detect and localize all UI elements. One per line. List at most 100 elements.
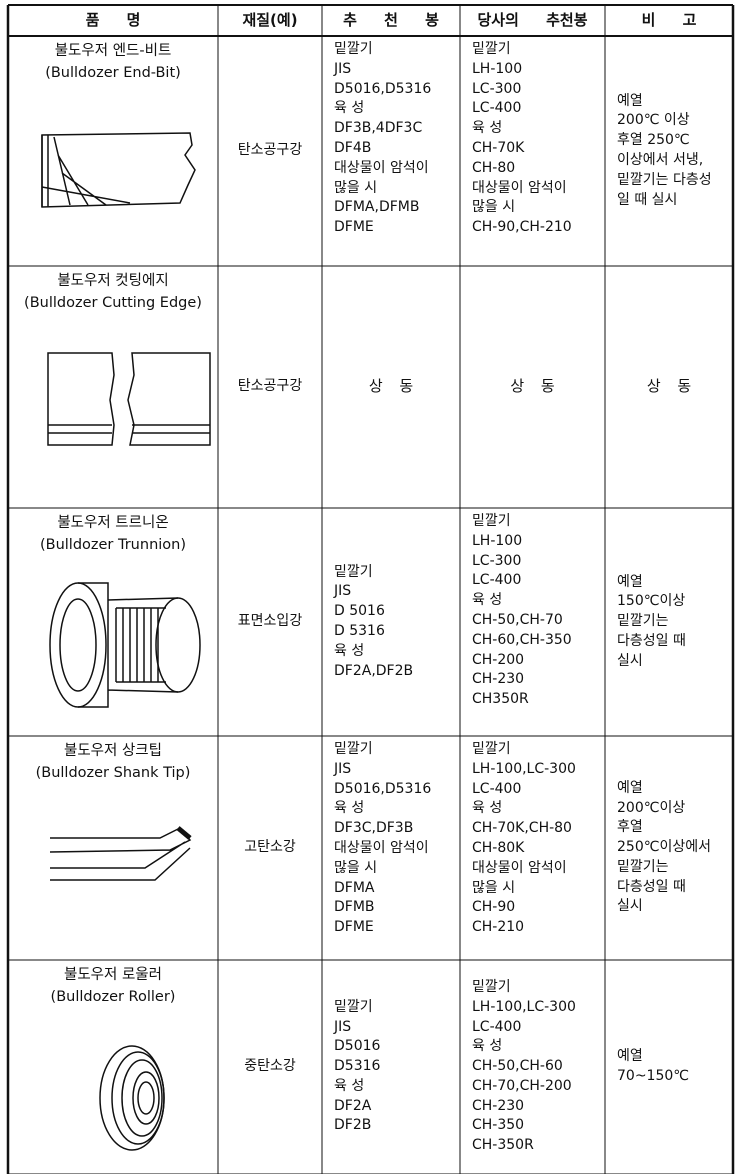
company-line: 육 성 — [472, 592, 503, 609]
remarks-line: 예열 — [617, 779, 643, 796]
cutting-edge-drawing — [47, 352, 211, 446]
remarks-line: 상 동 — [646, 377, 692, 396]
company-cell: 상 동 — [460, 266, 605, 508]
header-cell: 비 고 — [605, 5, 733, 36]
remarks-line: 다층성일 때 — [617, 878, 686, 895]
recommended-line: 육 성 — [334, 1077, 365, 1094]
company-line: CH-70K — [472, 139, 525, 156]
company-line: CH-350R — [472, 1137, 534, 1154]
remarks-line: 이상에서 서냉, — [617, 152, 704, 168]
item-name-en: (Bulldozer Shank Tip) — [35, 765, 191, 781]
company-line: LC-300 — [472, 552, 522, 569]
remarks-line: 250℃이상에서 — [617, 839, 711, 856]
recommended-cell: 밑깔기 JIS D5016 D5316 육 성 DF2A DF2B — [322, 960, 460, 1174]
company-line: 육 성 — [472, 120, 503, 137]
company-line: 육 성 — [472, 800, 503, 817]
header-text: 당사의 추천봉 — [477, 10, 588, 29]
remarks-line: 실시 — [617, 652, 643, 669]
recommended-line: DFME — [334, 219, 374, 236]
company-line: 많을 시 — [472, 879, 516, 896]
recommended-line: 육 성 — [334, 100, 365, 117]
remarks-line: 밑깔기는 — [617, 613, 669, 630]
company-line: CH-70,CH-200 — [472, 1077, 572, 1094]
material-cell: 표면소입강 — [218, 508, 322, 736]
company-line: 밑깔기 — [472, 978, 511, 995]
end-bit-drawing — [41, 132, 196, 208]
recommended-line: 상 동 — [368, 377, 414, 396]
header-cell: 재질(예) — [218, 5, 322, 36]
company-line: LC-400 — [472, 1018, 522, 1035]
company-line: LH-100 — [472, 60, 523, 77]
header-text: 비 고 — [641, 10, 697, 29]
material-cell: 탄소공구강 — [218, 36, 322, 266]
item-name-en: (Bulldozer Cutting Edge) — [24, 295, 202, 311]
recommended-line: DFMA,DFMB — [334, 199, 420, 216]
company-line: 대상물이 암석이 — [472, 179, 567, 196]
company-line: 대상물이 암석이 — [472, 859, 567, 876]
recommended-line: 밑깔기 — [334, 998, 373, 1015]
remarks-line: 150℃이상 — [617, 593, 686, 610]
remarks-line: 다층성일 때 — [617, 632, 686, 649]
company-cell: 밑깔기 LH-100 LC-300 LC-400 육 성 CH-70K CH-80 대상물이 … — [460, 36, 605, 266]
company-line: CH-60,CH-350 — [472, 631, 572, 648]
remarks-line: 일 때 실시 — [617, 191, 678, 208]
material: 중탄소강 — [244, 1058, 296, 1075]
remarks-line: 후열 250℃ — [617, 132, 690, 149]
shank-tip-drawing — [49, 826, 192, 881]
remarks-line: 예열 — [617, 573, 643, 590]
company-line: 밑깔기 — [472, 513, 511, 529]
material-cell: 탄소공구강 — [218, 266, 322, 508]
company-line: LH-100,LC-300 — [472, 998, 576, 1015]
company-line: CH-230 — [472, 671, 525, 688]
recommended-line: JIS — [334, 1018, 352, 1035]
recommended-line: DF2A — [334, 1097, 372, 1114]
company-line: 상 동 — [510, 377, 555, 396]
recommended-line: D5016,D5316 — [334, 780, 432, 797]
recommended-line: DF4B — [334, 139, 372, 156]
material: 고탄소강 — [244, 839, 296, 856]
company-line: CH-230 — [472, 1097, 525, 1114]
remarks-line: 실시 — [617, 898, 643, 915]
company-line: CH-80 — [472, 159, 516, 176]
header-cell: 품 명 — [8, 5, 218, 36]
item-name: 불도우저 엔드-비트 — [54, 43, 172, 59]
recommended-line: DF2B — [334, 1117, 372, 1134]
recommended-line: DFMA — [334, 879, 375, 896]
company-cell: 밑깔기 LH-100,LC-300 LC-400 육 성 CH-50,CH-60 CH-7… — [460, 960, 605, 1174]
remarks-line: 예열 — [617, 1048, 643, 1065]
company-line: CH-70K,CH-80 — [472, 820, 572, 837]
recommended-line: 밑깔기 — [334, 563, 373, 580]
material: 탄소공구강 — [237, 378, 303, 395]
recommended-cell: 상 동 — [322, 266, 460, 508]
company-line: LC-400 — [472, 572, 522, 589]
material-cell: 중탄소강 — [218, 960, 322, 1174]
recommended-line: 밑깔기 — [334, 41, 373, 57]
recommended-line: 육 성 — [334, 642, 365, 659]
remarks-line: 200℃이상 — [617, 799, 686, 816]
recommended-cell: 밑깔기 JIS D5016,D5316 육 성 DF3B,4DF3C DF4B 대상물이 암… — [322, 36, 460, 266]
header-text: 품 명 — [85, 10, 141, 29]
company-line: LC-400 — [472, 100, 522, 117]
item-name: 불도우저 컷팅에지 — [57, 273, 169, 289]
company-line: CH-90 — [472, 899, 516, 916]
item-cell: 불도우저 상크팁 (Bulldozer Shank Tip) — [8, 736, 218, 960]
recommended-line: D5016,D5316 — [334, 80, 432, 97]
remarks-line: 예열 — [617, 92, 643, 109]
trunnion-drawing — [49, 582, 201, 708]
header-text: 추 천 봉 — [343, 10, 439, 29]
company-line: CH-50,CH-70 — [472, 611, 563, 628]
recommended-line: DF2A,DF2B — [334, 662, 414, 679]
company-cell: 밑깔기 LH-100 LC-300 LC-400 육 성 CH-50,CH-70 CH-60… — [460, 508, 605, 736]
company-line: LH-100,LC-300 — [472, 760, 576, 777]
item-name: 불도우저 상크팁 — [64, 743, 162, 759]
recommended-line: 많을 시 — [334, 179, 378, 196]
recommended-line: DF3C,DF3B — [334, 820, 414, 837]
recommended-cell: 밑깔기 JIS D 5016 D 5316 육 성 DF2A,DF2B — [322, 508, 460, 736]
material-cell: 고탄소강 — [218, 736, 322, 960]
recommended-line: DF3B,4DF3C — [334, 120, 423, 137]
recommended-line: JIS — [334, 760, 352, 777]
company-line: CH350R — [472, 691, 529, 708]
recommended-line: 대상물이 암석이 — [334, 839, 429, 856]
